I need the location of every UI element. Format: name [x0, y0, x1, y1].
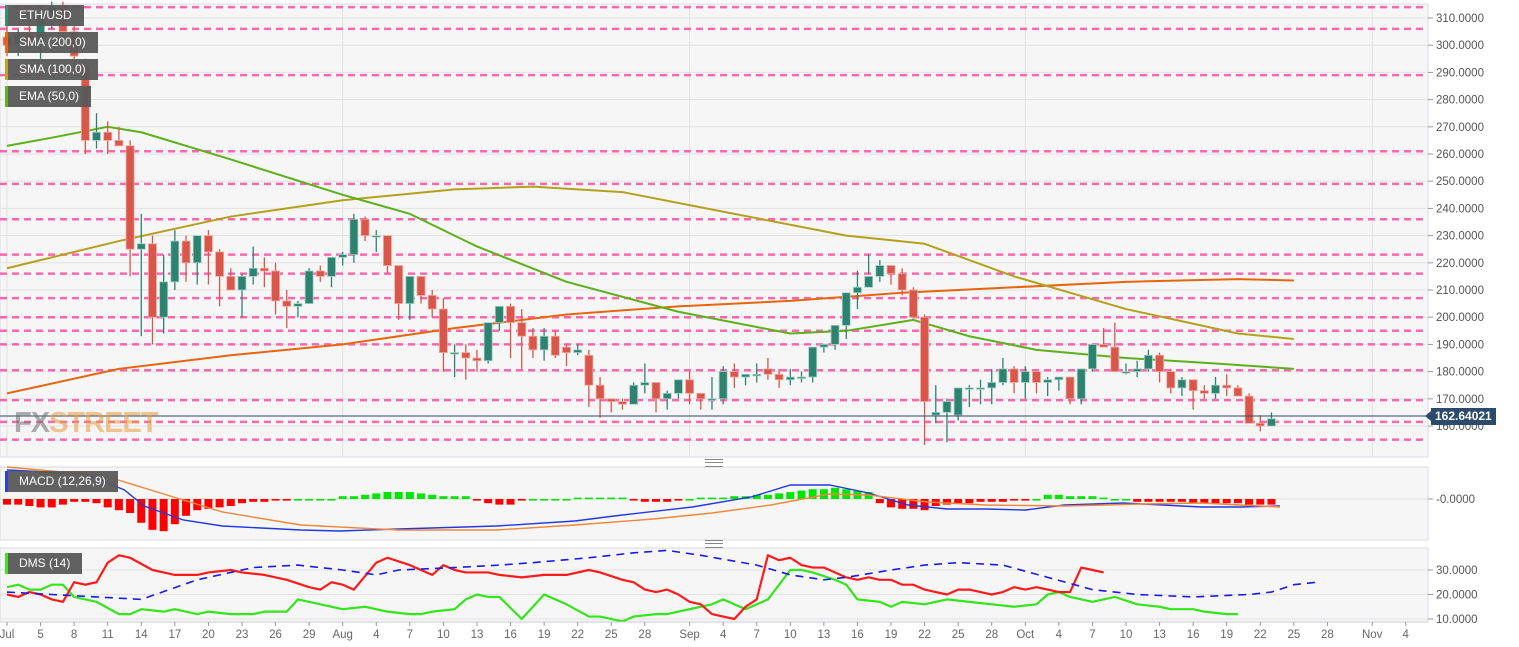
svg-text:230.0000: 230.0000 [1436, 231, 1484, 243]
dms-plot: 30.0000 20.0000 10.0000 [0, 549, 1478, 626]
svg-text:23: 23 [236, 629, 249, 641]
dms-pane[interactable] [0, 547, 1429, 623]
svg-text:13: 13 [1153, 629, 1166, 641]
svg-text:250.0000: 250.0000 [1436, 176, 1484, 188]
svg-text:10: 10 [1120, 629, 1133, 641]
svg-text:16: 16 [1187, 629, 1200, 641]
svg-text:25: 25 [605, 629, 618, 641]
svg-text:17: 17 [168, 629, 181, 641]
svg-text:310.0000: 310.0000 [1436, 13, 1484, 25]
legend-dms[interactable]: DMS (14) [5, 553, 83, 574]
svg-text:290.0000: 290.0000 [1436, 67, 1484, 79]
svg-text:7: 7 [754, 629, 760, 641]
fxstreet-watermark: FXSTREET [14, 407, 158, 439]
svg-text:300.0000: 300.0000 [1436, 40, 1484, 52]
svg-text:22: 22 [918, 629, 931, 641]
svg-text:25: 25 [1287, 629, 1300, 641]
svg-text:Sep: Sep [679, 629, 699, 641]
candlesticks [2, 1, 1276, 446]
svg-text:10: 10 [437, 629, 450, 641]
legend-ema-50[interactable]: EMA (50,0) [5, 86, 92, 107]
price-axis: 310.0000 300.0000 290.0000 280.0000 270.0000… [1428, 13, 1484, 433]
svg-text:26: 26 [269, 629, 282, 641]
svg-text:4: 4 [373, 629, 380, 641]
svg-text:13: 13 [471, 629, 484, 641]
legend-macd[interactable]: MACD (12,26,9) [5, 471, 118, 492]
svg-text:210.0000: 210.0000 [1436, 285, 1484, 297]
svg-text:4: 4 [1056, 629, 1063, 641]
pane-resize-handle-dms[interactable] [705, 540, 723, 548]
svg-text:Nov: Nov [1362, 629, 1383, 641]
svg-text:180.0000: 180.0000 [1436, 367, 1484, 379]
svg-text:4: 4 [1403, 629, 1410, 641]
svg-text:25: 25 [952, 629, 965, 641]
svg-text:29: 29 [303, 629, 316, 641]
svg-text:28: 28 [1321, 629, 1334, 641]
svg-text:30.0000: 30.0000 [1436, 565, 1478, 577]
legend-sma-200[interactable]: SMA (200,0) [5, 32, 98, 53]
svg-text:190.0000: 190.0000 [1436, 339, 1484, 351]
svg-text:13: 13 [817, 629, 830, 641]
time-axis: Jul 5 8 11 14 17 20 23 26 29 Aug 4 7 10 13 16 19 22 25 28 Se… [0, 621, 1428, 641]
svg-text:Aug: Aug [332, 629, 352, 641]
macd-plot: -0.0000 [0, 466, 1475, 532]
svg-text:10: 10 [784, 629, 797, 641]
svg-text:240.0000: 240.0000 [1436, 203, 1484, 215]
svg-text:22: 22 [571, 629, 584, 641]
svg-text:-0.0000: -0.0000 [1436, 494, 1475, 506]
current-price-tag: 162.64021 [1425, 408, 1496, 425]
legend-eth-usd[interactable]: ETH/USD [5, 5, 84, 26]
svg-text:4: 4 [720, 629, 727, 641]
svg-text:170.0000: 170.0000 [1436, 394, 1484, 406]
svg-text:260.0000: 260.0000 [1436, 149, 1484, 161]
svg-text:16: 16 [504, 629, 517, 641]
svg-text:19: 19 [885, 629, 898, 641]
svg-text:11: 11 [102, 629, 114, 641]
svg-text:8: 8 [71, 629, 77, 641]
svg-text:220.0000: 220.0000 [1436, 258, 1484, 270]
svg-text:20.0000: 20.0000 [1436, 590, 1478, 602]
svg-text:7: 7 [1089, 629, 1095, 641]
svg-text:20: 20 [202, 629, 215, 641]
svg-text:28: 28 [985, 629, 998, 641]
svg-text:7: 7 [407, 629, 413, 641]
svg-text:16: 16 [851, 629, 864, 641]
svg-text:19: 19 [1220, 629, 1233, 641]
svg-text:5: 5 [37, 629, 43, 641]
moving-average-lines [6, 125, 1294, 395]
svg-text:10.0000: 10.0000 [1436, 614, 1478, 626]
svg-text:19: 19 [538, 629, 551, 641]
support-resistance-lines [0, 5, 1428, 441]
svg-text:280.0000: 280.0000 [1436, 95, 1484, 107]
svg-text:Jul: Jul [0, 629, 14, 641]
svg-text:270.0000: 270.0000 [1436, 122, 1484, 134]
pane-resize-handle-macd[interactable] [705, 459, 723, 467]
svg-text:28: 28 [638, 629, 651, 641]
svg-text:22: 22 [1254, 629, 1267, 641]
legend-sma-100[interactable]: SMA (100,0) [5, 59, 98, 80]
svg-text:200.0000: 200.0000 [1436, 312, 1484, 324]
svg-text:Oct: Oct [1016, 629, 1035, 641]
svg-text:14: 14 [135, 629, 148, 641]
